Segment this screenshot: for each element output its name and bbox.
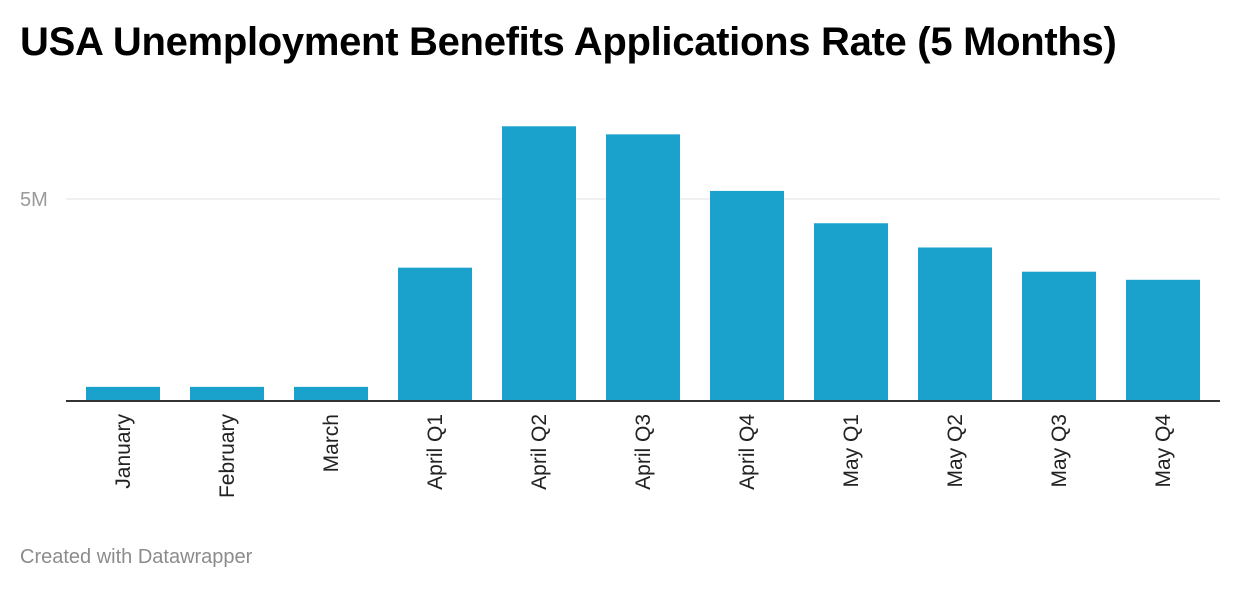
category-label: February xyxy=(216,414,239,499)
footer-credit: Created with Datawrapper xyxy=(20,546,253,568)
bar-april-q4 xyxy=(710,190,784,401)
category-label: May Q1 xyxy=(840,414,863,488)
bar-may-q2 xyxy=(918,247,992,401)
chart-title: USA Unemployment Benefits Applications R… xyxy=(20,20,1117,64)
bar-march xyxy=(294,386,368,401)
bar-april-q1 xyxy=(398,267,472,401)
bar-april-q3 xyxy=(606,134,680,402)
category-labels: January February March April Q1 April Q2 Apri… xyxy=(112,414,1175,499)
category-label: April Q2 xyxy=(528,414,551,490)
bar-may-q1 xyxy=(814,223,888,401)
category-label: April Q4 xyxy=(736,414,759,490)
bar-january xyxy=(86,386,160,401)
bar-april-q2 xyxy=(502,126,576,401)
category-label: April Q3 xyxy=(632,414,655,490)
bar-may-q4 xyxy=(1126,279,1200,401)
category-label: May Q3 xyxy=(1048,414,1071,488)
category-label: May Q4 xyxy=(1152,414,1175,488)
category-label: May Q2 xyxy=(944,414,967,488)
category-label: March xyxy=(320,414,343,472)
y-tick-label: 5M xyxy=(20,189,48,211)
bar-may-q3 xyxy=(1022,271,1096,401)
bar-february xyxy=(190,386,264,401)
category-label: April Q1 xyxy=(424,414,447,490)
bars xyxy=(86,126,1200,402)
category-label: January xyxy=(112,414,135,489)
